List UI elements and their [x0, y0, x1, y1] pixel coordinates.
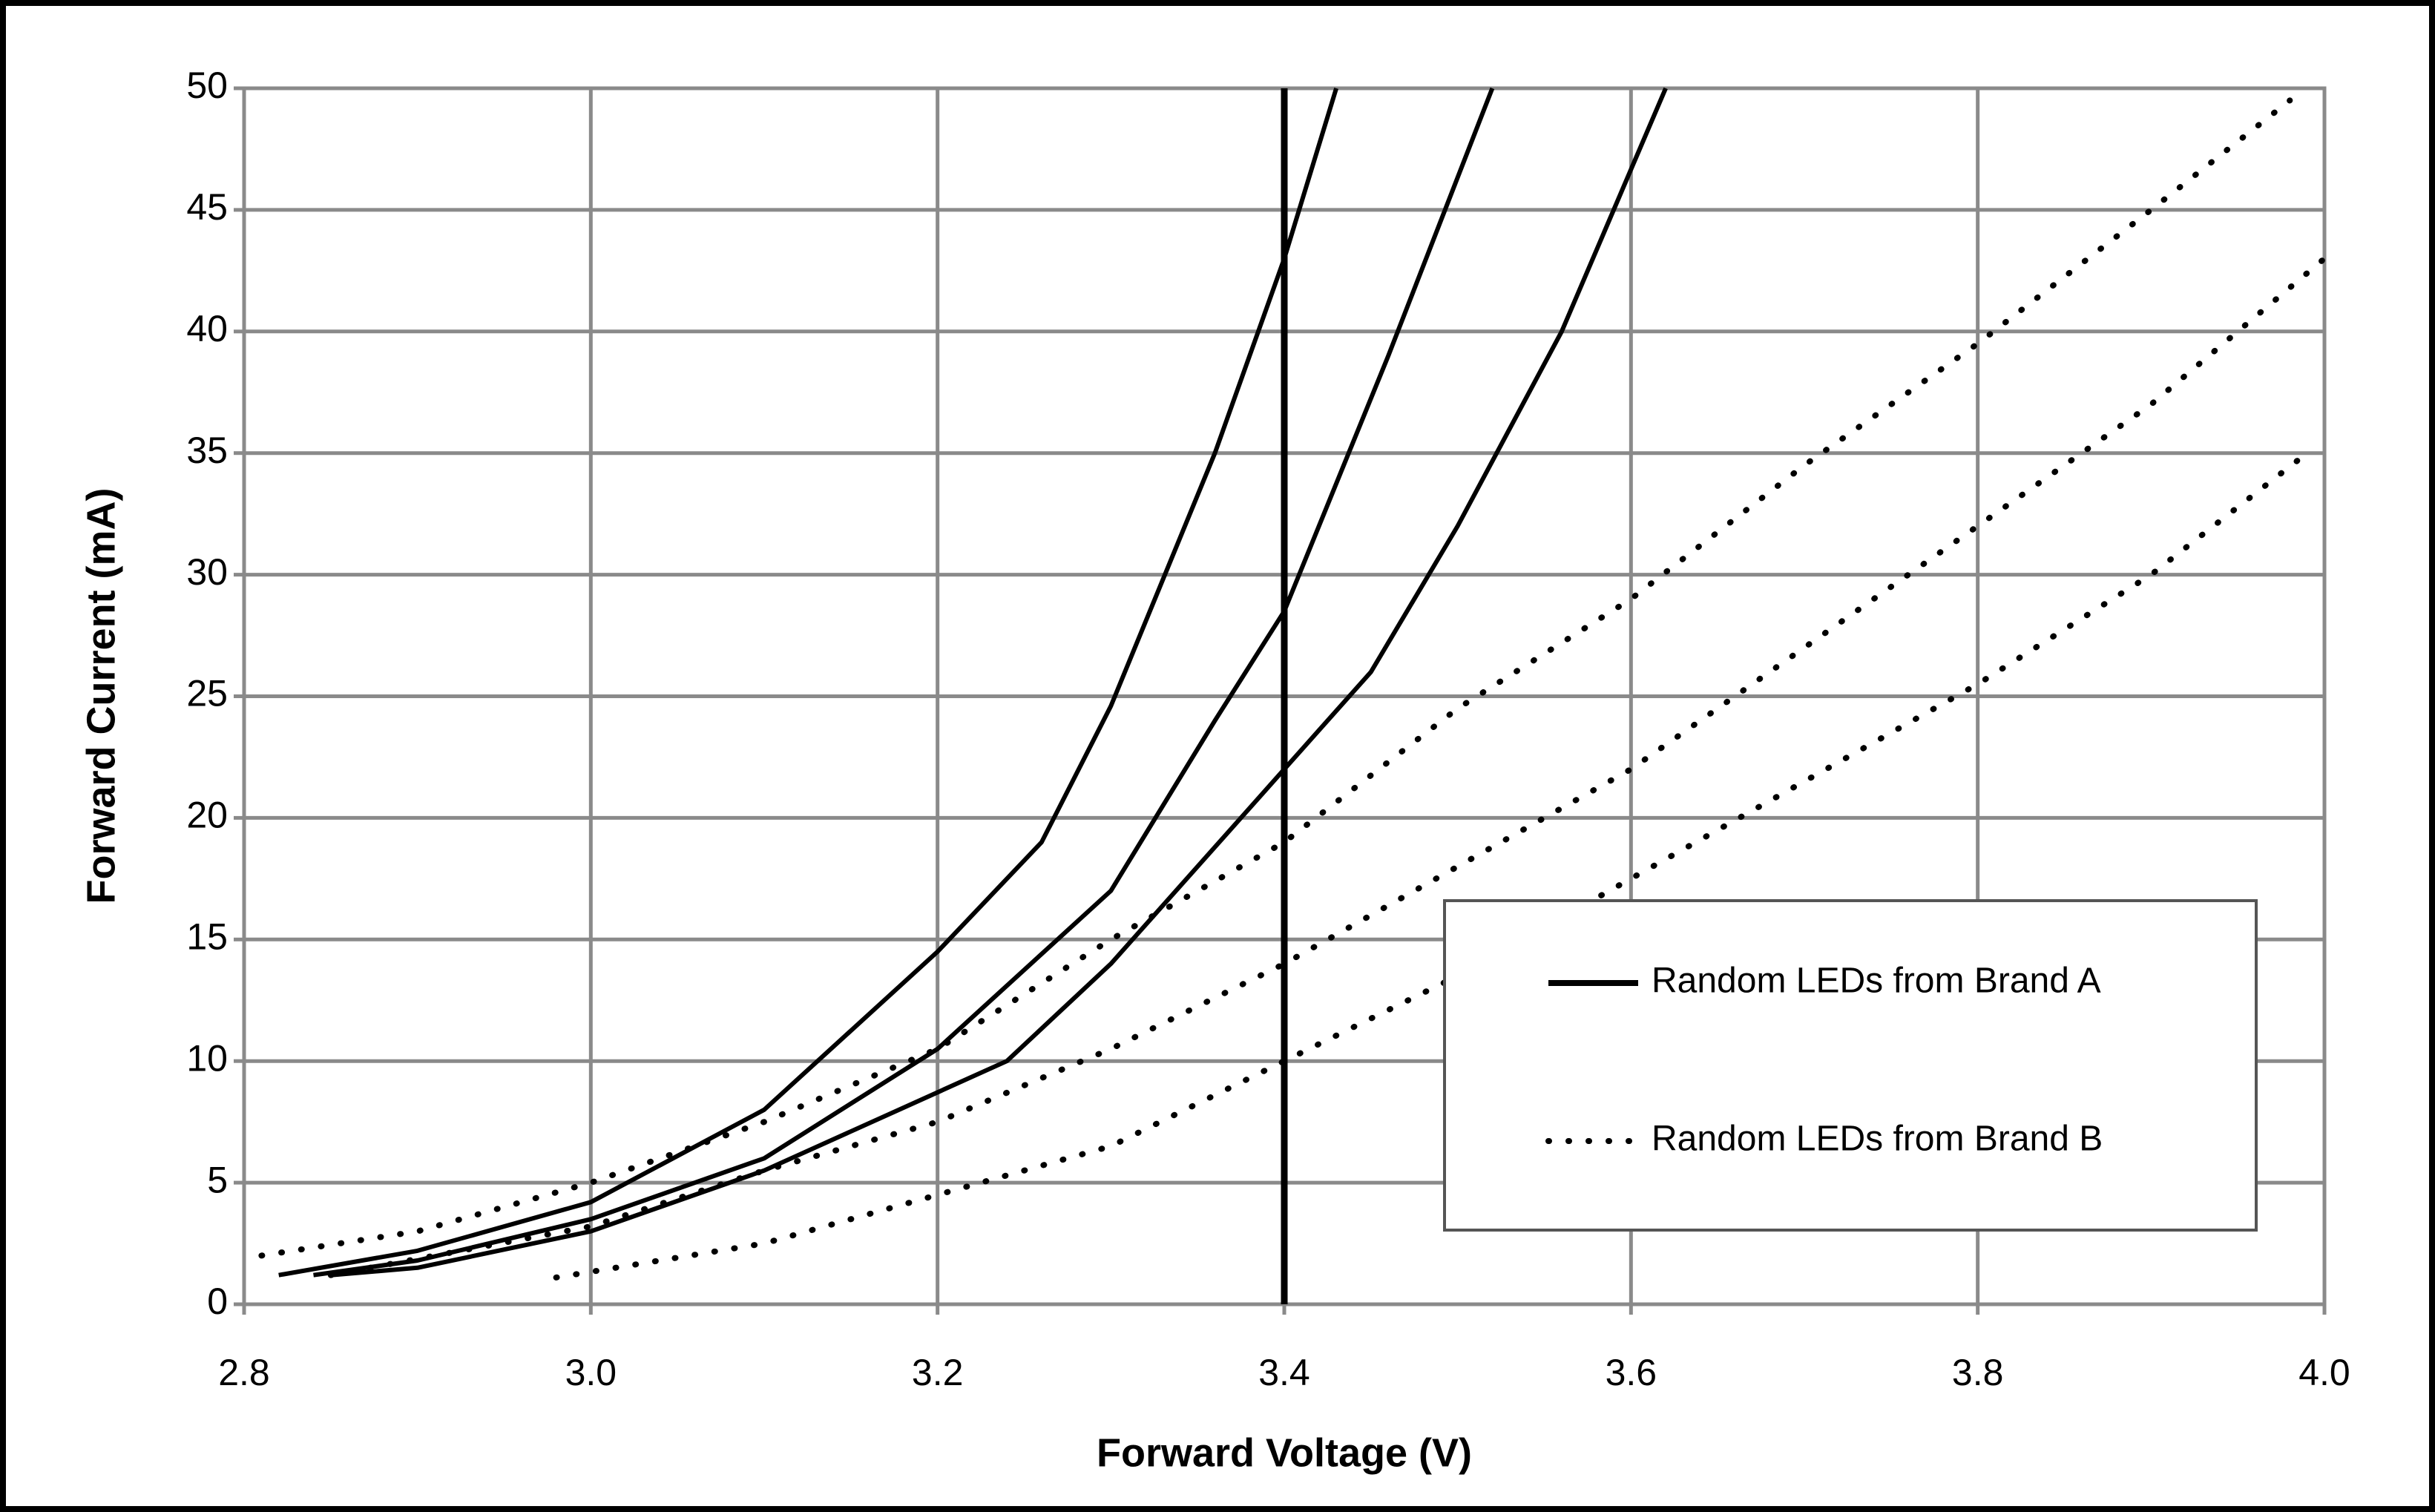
y-tick-label: 0	[207, 1281, 228, 1322]
y-axis-title: Forward Current (mA)	[79, 487, 123, 904]
x-tick-label: 3.6	[1606, 1352, 1657, 1393]
x-tick-label: 3.8	[1952, 1352, 2004, 1393]
curve	[313, 87, 1495, 1278]
curve	[278, 88, 1338, 1278]
curve	[553, 450, 2310, 1281]
plot-area	[258, 87, 2327, 1304]
x-tick-label: 3.4	[1258, 1352, 1310, 1393]
legend: Random LEDs from Brand A Random LEDs from…	[1443, 899, 2258, 1232]
labels: Forward Voltage (V) Forward Current (mA)	[79, 487, 1472, 1475]
curve	[327, 255, 2327, 1278]
x-tick-label: 3.2	[912, 1352, 964, 1393]
y-tick-label: 5	[207, 1159, 228, 1200]
curve	[330, 87, 1668, 1278]
y-tick-label: 45	[186, 186, 228, 228]
y-tick-label: 20	[186, 795, 228, 836]
y-tick-label: 25	[186, 673, 228, 714]
x-axis-title: Forward Voltage (V)	[1097, 1430, 1472, 1475]
y-tick-label: 50	[186, 65, 228, 106]
y-tick-label: 40	[186, 308, 228, 349]
y-tick-label: 15	[186, 916, 228, 958]
x-tick-label: 2.8	[218, 1352, 270, 1393]
legend-box	[1443, 899, 2258, 1232]
x-tick-label: 4.0	[2298, 1352, 2350, 1393]
y-tick-label: 35	[186, 430, 228, 471]
legend-label: Random LEDs from Brand A	[1652, 962, 2101, 1001]
y-tick-label: 30	[186, 551, 228, 593]
y-tick-label: 10	[186, 1037, 228, 1079]
legend-label: Random LEDs from Brand B	[1652, 1120, 2103, 1159]
curve	[258, 97, 2293, 1259]
x-tick-label: 3.0	[565, 1352, 617, 1393]
